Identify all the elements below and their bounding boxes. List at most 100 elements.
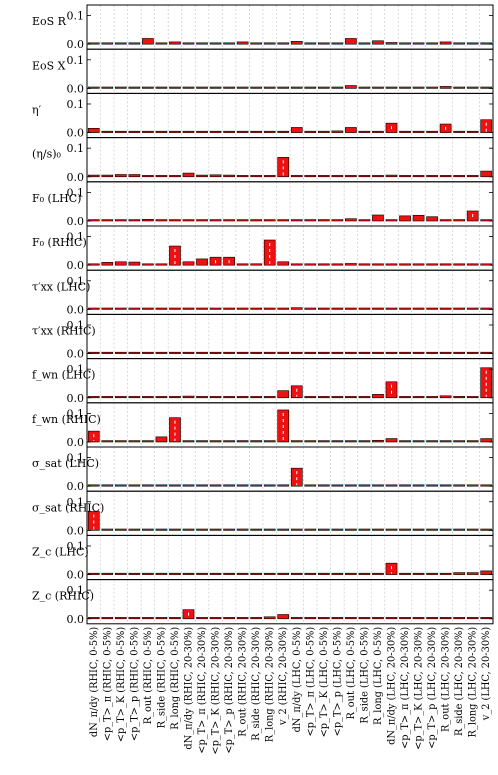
bar: [128, 617, 141, 620]
bar: [142, 130, 154, 133]
bar: [453, 219, 466, 222]
bar: [155, 307, 168, 310]
bar: [236, 307, 249, 310]
bar: [114, 572, 127, 575]
bar: [399, 484, 411, 487]
bar: [358, 42, 371, 45]
x-tick-label: <p_T>_K (RHIC, 0-5%): [116, 627, 127, 743]
y-tick-label: 0.1: [67, 142, 85, 155]
bar: [250, 86, 263, 89]
bar: [277, 484, 290, 487]
y-tick-label: 0.1: [67, 452, 85, 465]
panel-3: 0.0 0.1 η′: [32, 92, 494, 140]
bar: [331, 484, 344, 487]
bar: [236, 263, 249, 266]
bar: [399, 263, 411, 266]
bar: [358, 396, 371, 399]
bar: [263, 396, 276, 399]
x-tick-label: dN_π/dy (LHC, 20-30%): [387, 627, 398, 745]
bar: [466, 86, 479, 89]
bar: [290, 41, 303, 45]
y-tick-label: 0.0: [67, 303, 85, 316]
bar: [426, 42, 438, 45]
bar: [114, 440, 127, 443]
bar: [385, 219, 398, 222]
bar: [182, 130, 195, 133]
bar: [87, 351, 100, 354]
bar: [372, 439, 384, 443]
bar: [358, 572, 371, 575]
bar: [223, 440, 235, 443]
y-tick-label: 0.0: [67, 38, 85, 51]
bar: [114, 86, 127, 89]
panel-5: 0.0 0.1F₀ (LHC): [32, 181, 494, 228]
panel-12: 0.0 0.1σ_sat (RHIC): [32, 490, 494, 537]
y-tick-label: 0.1: [67, 319, 85, 332]
bar: [439, 617, 452, 620]
x-tick-label: R_side (RHIC, 20-30%): [251, 627, 262, 741]
bar: [250, 528, 263, 531]
bar: [101, 396, 114, 399]
y-tick-label: 0.0: [67, 569, 85, 582]
bar: [480, 42, 493, 45]
bar: [412, 484, 425, 487]
x-tick-label: R_long (LHC, 20-30%): [468, 627, 479, 738]
bar: [101, 572, 114, 575]
bar: [426, 440, 438, 443]
bar: [385, 438, 398, 443]
bar: [412, 130, 425, 133]
bar: [426, 175, 438, 178]
bar: [223, 42, 235, 45]
bar: [439, 41, 452, 45]
bar: [209, 440, 222, 443]
bar: [169, 417, 181, 443]
bar: [128, 42, 141, 45]
y-tick-label: 0.1: [67, 275, 85, 288]
bar: [480, 307, 493, 310]
bar: [358, 528, 371, 531]
bar: [209, 528, 222, 531]
bar: [317, 263, 330, 266]
bar: [480, 86, 493, 89]
bar: [236, 175, 249, 178]
bar: [250, 263, 263, 266]
bar: [466, 528, 479, 531]
bar: [453, 484, 466, 487]
bar: [304, 617, 317, 620]
bar: [304, 528, 317, 531]
bar: [358, 175, 371, 178]
bar: [223, 396, 235, 399]
bar: [358, 307, 371, 310]
bar: [412, 307, 425, 310]
x-tick-label: dN_π/dy (RHIC, 0-5%): [89, 627, 100, 737]
bar: [128, 130, 141, 133]
bar: [101, 130, 114, 133]
bar: [372, 263, 384, 266]
bar: [101, 86, 114, 89]
bar: [453, 572, 466, 575]
x-tick-label: dN_π/dy (LHC, 0-5%): [292, 627, 303, 733]
bar: [480, 263, 493, 266]
y-tick-label: 0.0: [67, 215, 85, 228]
bar: [331, 440, 344, 443]
bar: [209, 396, 222, 399]
bar: [426, 86, 438, 89]
bar: [236, 86, 249, 89]
bar: [169, 307, 181, 310]
bar: [345, 218, 357, 222]
bar: [304, 86, 317, 89]
bar: [317, 86, 330, 89]
bar: [87, 307, 100, 310]
bar: [142, 396, 154, 399]
bar: [290, 127, 303, 133]
x-tick-label: <p_T>_K (LHC, 20-30%): [414, 627, 425, 750]
bar: [250, 307, 263, 310]
bar: [453, 617, 466, 620]
bar: [290, 572, 303, 575]
bar: [155, 86, 168, 89]
bar: [385, 263, 398, 266]
bar: [87, 86, 100, 89]
panel-14: 0.0 0.1Z_c (RHIC): [32, 579, 494, 626]
bar: [250, 617, 263, 620]
